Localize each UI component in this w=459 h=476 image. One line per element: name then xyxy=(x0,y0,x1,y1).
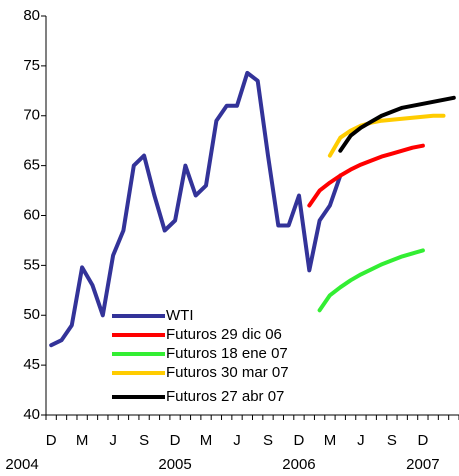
x-tick-label: D xyxy=(294,432,305,449)
y-tick-label: 60 xyxy=(23,206,40,223)
x-tick-label: M xyxy=(324,432,337,449)
series-line xyxy=(338,95,456,153)
legend-label: Futuros 18 ene 07 xyxy=(166,345,288,362)
x-tick-label: J xyxy=(233,432,241,449)
series-line xyxy=(49,70,343,348)
y-tick-label: 75 xyxy=(23,57,40,74)
legend-label: WTI xyxy=(166,307,194,324)
y-tick-label: 55 xyxy=(23,256,40,273)
x-tick-label: M xyxy=(200,432,213,449)
legend-label: Futuros 30 mar 07 xyxy=(166,364,289,381)
x-year-label: 2004 xyxy=(5,456,38,473)
legend-label: Futuros 29 dic 06 xyxy=(166,326,282,343)
y-tick-label: 70 xyxy=(23,107,40,124)
x-year-label: 2007 xyxy=(406,456,439,473)
legend-label: Futuros 27 abr 07 xyxy=(166,388,284,405)
y-tick-label: 40 xyxy=(23,406,40,423)
x-tick-label: J xyxy=(357,432,365,449)
x-tick-label: S xyxy=(263,432,273,449)
x-tick-label: S xyxy=(139,432,149,449)
y-tick-label: 80 xyxy=(23,7,40,24)
x-tick-label: D xyxy=(170,432,181,449)
series-line xyxy=(317,248,425,313)
x-year-label: 2005 xyxy=(158,456,191,473)
x-tick-label: M xyxy=(76,432,89,449)
series-line xyxy=(307,143,425,208)
y-tick-label: 50 xyxy=(23,306,40,323)
x-tick-label: J xyxy=(109,432,117,449)
x-year-label: 2006 xyxy=(282,456,315,473)
y-tick-label: 45 xyxy=(23,356,40,373)
y-tick-label: 65 xyxy=(23,157,40,174)
x-tick-label: D xyxy=(417,432,428,449)
series-line xyxy=(327,113,446,158)
x-tick-label: D xyxy=(46,432,57,449)
x-tick-label: S xyxy=(387,432,397,449)
